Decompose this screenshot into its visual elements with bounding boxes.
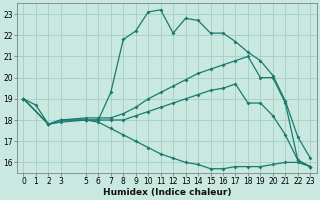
X-axis label: Humidex (Indice chaleur): Humidex (Indice chaleur) [103, 188, 231, 197]
